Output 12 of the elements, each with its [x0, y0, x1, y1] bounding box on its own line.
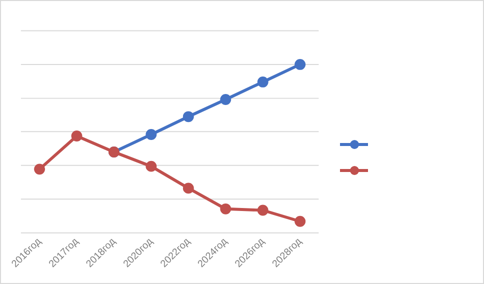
point	[220, 203, 232, 214]
point	[257, 204, 268, 216]
point	[257, 76, 268, 88]
point	[146, 160, 157, 172]
point	[146, 129, 157, 140]
point	[294, 58, 306, 70]
point	[182, 182, 194, 194]
point	[294, 216, 306, 227]
point	[71, 130, 82, 142]
point	[220, 94, 232, 105]
point	[182, 111, 194, 122]
point	[34, 164, 46, 175]
